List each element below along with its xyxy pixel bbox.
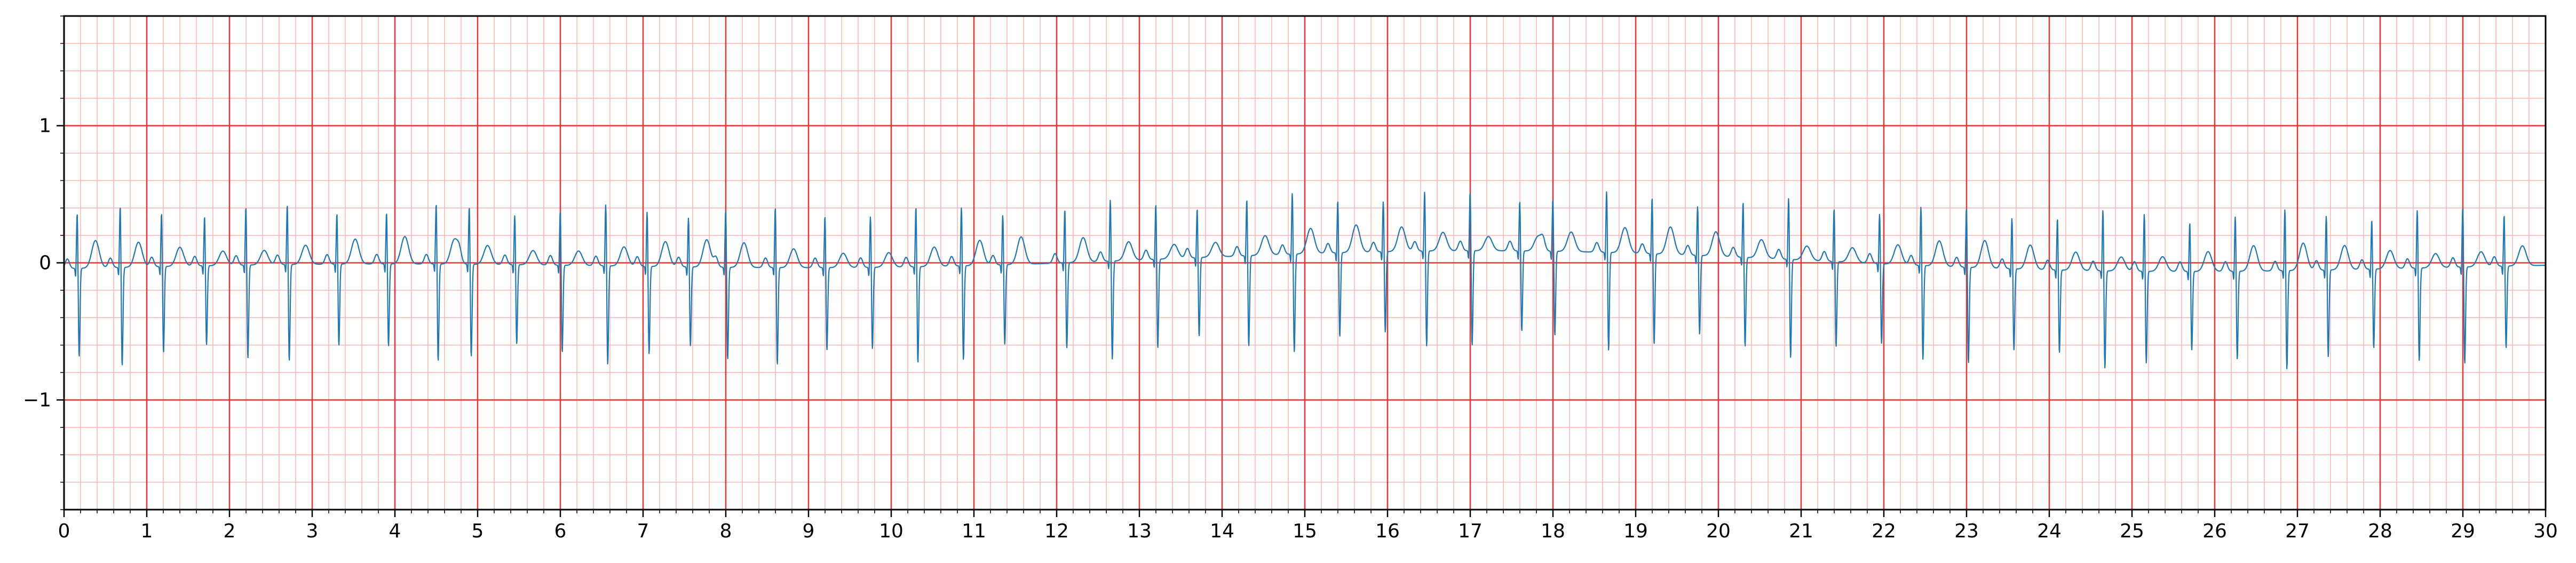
x-tick-label: 19 — [1623, 520, 1648, 542]
x-tick-label: 27 — [2285, 520, 2310, 542]
y-tick-label: −1 — [23, 389, 51, 411]
x-axis: 0 1 2 3 4 5 6 7 8 9 10 11 12 13 14 15 16 17 18 19 20 21 22 23 24… — [58, 510, 2558, 542]
x-tick-label: 12 — [1044, 520, 1069, 542]
x-tick-label: 18 — [1541, 520, 1565, 542]
x-tick-label: 7 — [637, 520, 649, 542]
x-tick-label: 20 — [1706, 520, 1731, 542]
x-tick-label: 23 — [1954, 520, 1979, 542]
x-tick-label: 29 — [2451, 520, 2475, 542]
x-tick-label: 4 — [389, 520, 401, 542]
y-tick-label: 0 — [39, 252, 51, 274]
x-tick-label: 3 — [306, 520, 319, 542]
x-tick-label: 5 — [472, 520, 484, 542]
x-tick-label: 9 — [803, 520, 815, 542]
x-tick-label: 26 — [2202, 520, 2227, 542]
x-tick-label: 28 — [2368, 520, 2392, 542]
x-tick-label: 22 — [1872, 520, 1896, 542]
x-tick-label: 6 — [554, 520, 567, 542]
x-tick-label: 30 — [2533, 520, 2558, 542]
y-tick-label: 1 — [39, 115, 51, 137]
x-tick-label: 17 — [1458, 520, 1483, 542]
x-tick-label: 16 — [1375, 520, 1400, 542]
y-axis: −1 0 1 — [23, 15, 64, 510]
x-tick-label: 8 — [720, 520, 732, 542]
x-tick-label: 11 — [962, 520, 986, 542]
x-tick-label: 24 — [2037, 520, 2062, 542]
x-tick-label: 13 — [1127, 520, 1152, 542]
ecg-series-line — [63, 191, 2546, 369]
x-tick-label: 15 — [1293, 520, 1317, 542]
x-tick-label: 2 — [224, 520, 236, 542]
x-tick-label: 14 — [1210, 520, 1234, 542]
x-tick-label: 21 — [1789, 520, 1813, 542]
x-tick-label: 0 — [58, 520, 70, 542]
ecg-trace — [63, 191, 2546, 369]
x-tick-label: 10 — [879, 520, 903, 542]
x-tick-label: 1 — [141, 520, 153, 542]
x-tick-label: 25 — [2120, 520, 2144, 542]
